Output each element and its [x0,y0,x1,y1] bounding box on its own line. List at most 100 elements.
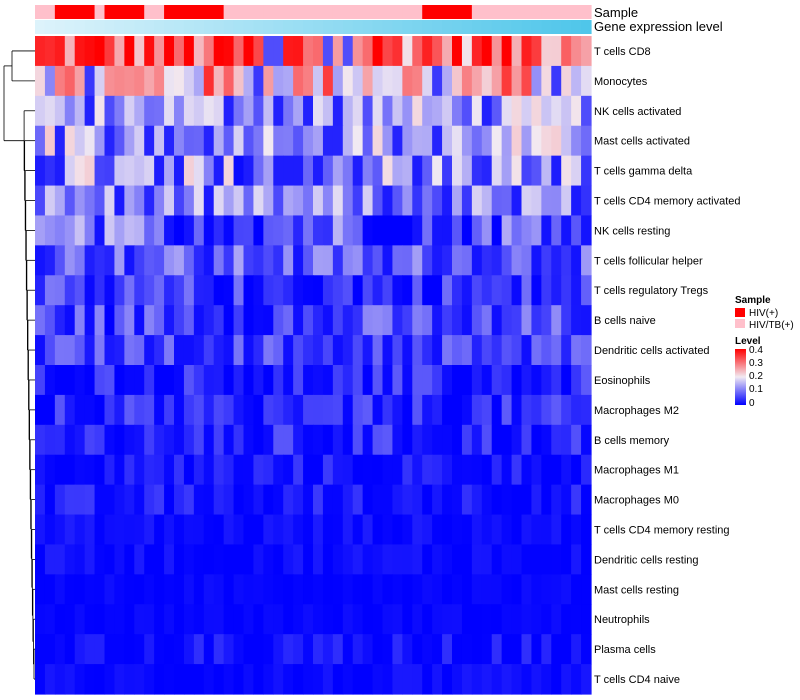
heatmap-cell [392,155,403,187]
heatmap-cell [531,664,542,695]
heatmap-cell [541,185,552,217]
heatmap-cell [352,365,364,396]
heatmap-cell [501,245,513,276]
sample-cell [223,5,235,19]
heatmap-cell [392,664,403,695]
heatmap-cell [402,484,413,516]
heatmap-cell [203,275,215,306]
heatmap-cell [332,275,344,306]
heatmap-cell [134,454,145,486]
heatmap-cell [352,155,364,187]
heatmap-cell [342,394,354,426]
heatmap-cell [571,574,582,605]
sample-cell [104,5,116,19]
heatmap-cell [541,275,552,306]
sample-cell [44,5,56,19]
heatmap-cell [223,95,235,127]
heatmap-cell [521,125,533,157]
heatmap-cell [432,36,443,67]
heatmap-cell [213,365,225,396]
sample-cell [233,5,245,19]
heatmap-cell [442,484,453,516]
heatmap-cell [382,215,394,246]
heatmap-cell [84,125,96,157]
heatmap-cell [174,305,185,336]
heatmap-cell [561,36,572,67]
heatmap-cell [144,604,155,635]
heatmap-cell [581,664,592,695]
heatmap-cell [84,484,96,516]
heatmap-cell [521,305,533,336]
heatmap-cell [114,335,125,366]
heatmap-cell [471,394,483,426]
heatmap-cell [174,514,185,546]
expression-cell [432,20,443,34]
heatmap-cell [164,335,175,366]
heatmap-cell [94,275,106,306]
heatmap-cell [541,335,552,366]
heatmap-cell [253,604,264,635]
heatmap-cell [104,335,116,366]
heatmap-cell [104,365,116,396]
heatmap-cell [452,574,463,605]
heatmap-cell [203,125,215,157]
heatmap-cell [283,335,294,366]
heatmap-cell [183,65,195,97]
heatmap-cell [243,394,255,426]
heatmap-cell [74,335,86,366]
heatmap-cell [412,454,423,486]
heatmap-cell [332,454,344,486]
sample-cell [303,5,314,19]
heatmap-cell [471,245,483,276]
heatmap-cell [332,215,344,246]
heatmap-cell [253,484,264,516]
sample-cell [432,5,443,19]
heatmap-cell [134,65,145,97]
heatmap-cell [471,574,483,605]
heatmap-cell [233,574,245,605]
heatmap-cell [54,484,66,516]
heatmap-cell [94,634,106,665]
heatmap-cell [134,604,145,635]
heatmap-cell [442,574,453,605]
heatmap-cell [283,275,294,306]
heatmap-cell [561,574,572,605]
heatmap-cell [233,394,245,426]
sample-cell [273,5,284,19]
heatmap-cell [283,95,294,127]
heatmap-cell [342,155,354,187]
heatmap-cell [144,245,155,276]
expression-cell [94,20,106,34]
heatmap-cell [164,155,175,187]
heatmap-cell [332,424,344,456]
heatmap-cell [342,36,354,67]
heatmap-cell [581,365,592,396]
expression-cell [581,20,592,34]
heatmap-cell [64,424,76,456]
heatmap-cell [243,544,255,575]
heatmap-cell [213,36,225,67]
heatmap-cell [352,544,364,575]
heatmap-cell [154,394,165,426]
heatmap-cell [461,215,473,246]
heatmap-cell [243,424,255,456]
heatmap-cell [74,65,86,97]
heatmap-cell [293,65,304,97]
heatmap-cell [64,65,76,97]
expression-annotation-track [35,20,592,34]
heatmap-cell [303,215,314,246]
heatmap-cell [283,215,294,246]
heatmap-cell [332,484,344,516]
heatmap-cell [531,125,542,157]
heatmap-cell [114,514,125,546]
heatmap-cell [193,574,205,605]
heatmap-cell [183,365,195,396]
heatmap-cell [183,454,195,486]
heatmap-cell [491,514,503,546]
heatmap-cell [392,305,403,336]
heatmap-cell [203,634,215,665]
row-label: Dendritic cells resting [594,554,699,566]
heatmap-cell [372,514,384,546]
heatmap-cell [174,245,185,276]
heatmap-cell [164,514,175,546]
